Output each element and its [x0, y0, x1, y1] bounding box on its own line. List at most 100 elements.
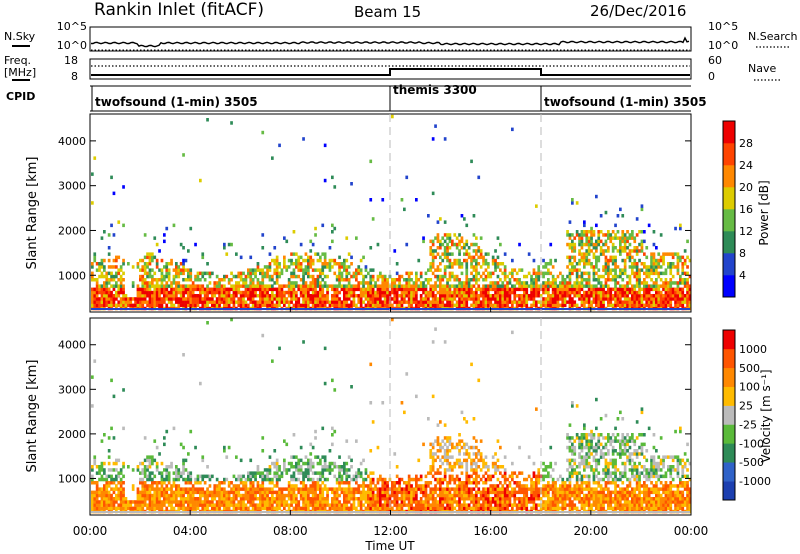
echo-cell — [338, 484, 341, 488]
echo-cell — [160, 493, 164, 498]
echo-cell — [676, 300, 680, 304]
echo-cell — [331, 223, 334, 228]
echo-cell — [638, 281, 641, 285]
echo-cell — [667, 262, 670, 266]
echo-cell — [148, 290, 152, 295]
echo-cell — [376, 487, 380, 491]
echo-cell — [167, 278, 171, 282]
echo-cell — [532, 300, 536, 304]
echo-cell — [405, 294, 409, 298]
echo-cell — [251, 290, 255, 295]
echo-cell — [513, 290, 517, 295]
echo-cell — [544, 290, 548, 295]
echo-cell — [475, 236, 478, 240]
echo-cell — [331, 297, 334, 301]
echo-cell — [333, 493, 337, 498]
echo-cell — [547, 300, 550, 304]
echo-cell — [196, 497, 200, 501]
echo-cell — [151, 506, 154, 511]
echo-cell — [220, 490, 224, 495]
echo-cell — [91, 297, 94, 301]
echo-cell — [400, 294, 404, 298]
echo-cell — [100, 303, 104, 308]
echo-cell — [115, 461, 118, 466]
echo-cell — [189, 487, 193, 491]
echo-cell — [189, 429, 193, 434]
echo-cell — [374, 290, 377, 295]
echo-cell — [189, 274, 193, 279]
echo-cell — [319, 271, 322, 276]
echo-cell — [381, 487, 385, 491]
echo-cell — [554, 281, 557, 285]
echo-cell — [443, 497, 447, 501]
echo-cell — [551, 303, 555, 308]
echo-cell — [103, 490, 106, 495]
echo-cell — [443, 220, 447, 224]
echo-cell — [679, 294, 682, 298]
echo-cell — [511, 258, 514, 263]
echo-cell — [131, 487, 135, 491]
echo-cell — [633, 297, 637, 301]
echo-cell — [249, 274, 253, 279]
echo-cell — [609, 236, 613, 240]
echo-cell — [91, 375, 94, 379]
echo-cell — [633, 284, 637, 288]
echo-cell — [177, 471, 181, 475]
echo-cell — [374, 506, 377, 511]
echo-cell — [439, 420, 442, 424]
echo-cell — [227, 506, 231, 511]
echo-cell — [427, 484, 430, 488]
echo-cell — [119, 297, 123, 301]
echo-cell — [203, 481, 207, 485]
echo-cell — [199, 300, 202, 304]
echo-cell — [479, 265, 483, 269]
echo-cell — [371, 290, 375, 295]
echo-cell — [611, 303, 615, 308]
echo-cell — [167, 471, 171, 475]
echo-cell — [117, 503, 121, 507]
echo-cell — [160, 300, 164, 304]
echo-cell — [199, 493, 202, 498]
echo-cell — [297, 262, 301, 266]
echo-cell — [547, 287, 550, 292]
echo-cell — [592, 268, 596, 272]
echo-cell — [434, 490, 437, 495]
echo-cell — [515, 300, 519, 304]
echo-cell — [518, 294, 521, 298]
echo-cell — [93, 255, 97, 260]
echo-cell — [251, 490, 255, 495]
echo-cell — [194, 242, 197, 247]
echo-cell — [633, 249, 637, 253]
echo-cell — [393, 487, 397, 491]
echo-cell — [131, 500, 135, 504]
echo-cell — [590, 239, 593, 244]
echo-cell — [155, 500, 159, 504]
echo-cell — [95, 268, 99, 272]
echo-cell — [187, 303, 190, 308]
echo-cell — [407, 287, 411, 292]
echo-cell — [371, 500, 375, 504]
echo-cell — [458, 242, 461, 247]
echo-cell — [434, 327, 437, 331]
echo-cell — [494, 287, 497, 292]
echo-cell — [273, 281, 277, 285]
echo-cell — [328, 246, 332, 250]
echo-cell — [93, 506, 97, 511]
echo-cell — [95, 484, 99, 488]
echo-cell — [364, 294, 368, 298]
echo-cell — [362, 281, 365, 285]
echo-cell — [484, 287, 488, 292]
echo-cell — [242, 290, 245, 295]
echo-cell — [448, 474, 452, 479]
echo-cell — [357, 287, 361, 292]
echo-cell — [556, 303, 560, 308]
echo-cell — [182, 294, 185, 298]
echo-cell — [98, 477, 101, 482]
echo-cell — [223, 246, 226, 250]
echo-cell — [155, 258, 159, 263]
echo-cell — [321, 265, 325, 269]
echo-cell — [187, 493, 190, 498]
echo-cell — [616, 300, 620, 304]
echo-cell — [383, 487, 387, 491]
echo-cell — [355, 471, 358, 475]
